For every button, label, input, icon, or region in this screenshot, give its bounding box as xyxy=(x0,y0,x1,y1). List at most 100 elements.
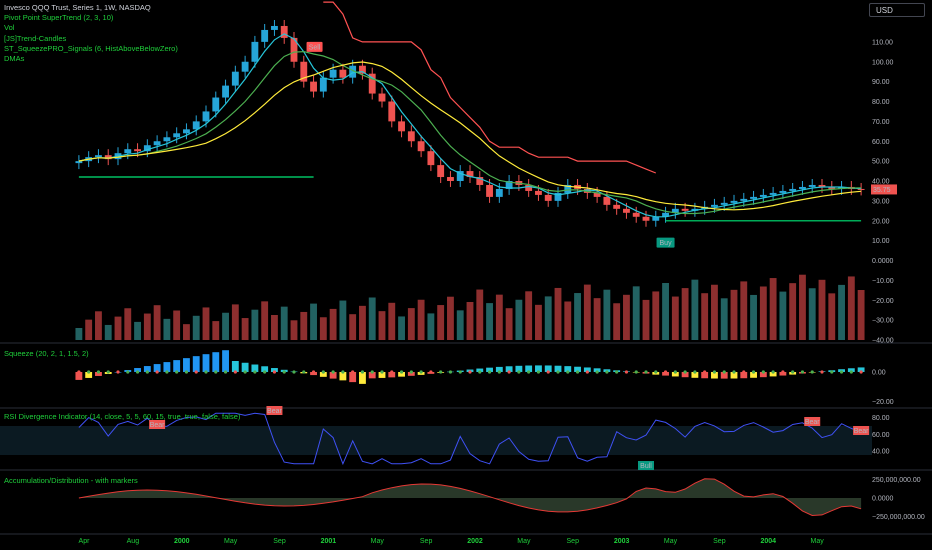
squeeze-bar xyxy=(75,372,83,380)
volume-bar xyxy=(505,308,513,340)
price-tick-label: 30.00 xyxy=(872,198,890,205)
candle-body xyxy=(329,69,337,78)
candle-body xyxy=(271,25,278,30)
squeeze-bar xyxy=(85,372,93,378)
volume-bar xyxy=(818,279,826,340)
rsi-marker-badge xyxy=(853,426,870,435)
volume-bar xyxy=(359,305,366,340)
squeeze-dot xyxy=(439,370,443,374)
squeeze-dot xyxy=(311,370,316,374)
squeeze-pane-label[interactable]: Squeeze (20, 2, 1, 1.5, 2) xyxy=(4,349,89,358)
time-axis-label: Sep xyxy=(567,538,580,545)
squeeze-dot xyxy=(116,370,120,374)
volume-bar xyxy=(730,289,738,340)
squeeze-dot xyxy=(712,370,717,374)
squeeze-dot xyxy=(497,370,501,374)
squeeze-bar xyxy=(691,372,699,378)
candle-body xyxy=(251,41,259,62)
candle-body xyxy=(681,208,689,211)
symbol-title[interactable]: Invesco QQQ Trust, Series 1, 1W, NASDAQ xyxy=(4,3,151,12)
squeeze-dot xyxy=(732,370,736,374)
volume-bar xyxy=(183,324,190,340)
rsi-pane-label[interactable]: RSI Divergence Indicator (14, close, 5, … xyxy=(4,412,241,421)
rsi-marker-label: Bull xyxy=(640,463,652,470)
price-tick-label: 110.00 xyxy=(872,39,893,46)
squeeze-dot xyxy=(243,370,247,374)
indicator-trend-candles[interactable]: [JS]Trend-Candles xyxy=(4,33,67,43)
candle-body xyxy=(134,149,141,152)
squeeze-bar xyxy=(711,372,718,379)
volume-bar xyxy=(114,316,122,340)
candle-body xyxy=(769,192,777,195)
squeeze-bar xyxy=(222,350,229,372)
volume-bar xyxy=(740,281,748,340)
volume-bar xyxy=(456,310,464,340)
squeeze-dot xyxy=(830,370,834,374)
time-axis-label: May xyxy=(224,538,238,545)
squeeze-bar xyxy=(368,372,376,379)
time-axis-label: 2002 xyxy=(467,538,483,545)
candle-body xyxy=(319,77,327,92)
squeeze-bar xyxy=(271,368,278,372)
chart-legend: Invesco QQQ Trust, Series 1, 1W, NASDAQ … xyxy=(4,3,178,64)
volume-bar xyxy=(515,299,523,340)
squeeze-dot xyxy=(302,370,306,374)
volume-bar xyxy=(574,293,581,340)
candle-body xyxy=(828,186,836,189)
squeeze-dot xyxy=(292,370,296,374)
volume-bar xyxy=(310,303,317,340)
price-tick-label: −40.00 xyxy=(872,338,894,345)
volume-bar xyxy=(828,293,836,340)
candle-body xyxy=(349,65,357,78)
candle-body xyxy=(466,171,474,178)
squeeze-dot xyxy=(272,370,277,374)
indicator-supertrend[interactable]: Pivot Point SuperTrend (2, 3, 10) xyxy=(4,13,114,23)
candle-body xyxy=(241,61,249,72)
squeeze-dot xyxy=(223,370,228,374)
volume-bar xyxy=(632,286,640,340)
candle-body xyxy=(261,29,269,42)
squeeze-bar xyxy=(505,366,513,372)
volume-bar xyxy=(642,299,650,340)
indicator-volume[interactable]: Vol xyxy=(4,23,15,33)
ad-pane-label[interactable]: Accumulation/Distribution - with markers xyxy=(4,476,138,485)
rsi-marker-label: Bear xyxy=(805,419,820,426)
time-axis-label: May xyxy=(517,538,531,545)
squeeze-dot xyxy=(429,370,433,374)
volume-bar xyxy=(691,279,699,340)
candle-body xyxy=(603,196,611,205)
squeeze-bar xyxy=(134,368,141,372)
candle-body xyxy=(202,111,210,122)
volume-bar xyxy=(124,308,132,340)
indicator-dmas[interactable]: DMAs xyxy=(4,54,25,64)
volume-bar xyxy=(349,314,357,340)
squeeze-bar xyxy=(143,366,151,372)
time-axis-label: Sep xyxy=(713,538,726,545)
squeeze-dot xyxy=(605,370,609,374)
volume-bar xyxy=(857,290,865,340)
volume-bar xyxy=(759,286,767,340)
squeeze-dot xyxy=(194,370,198,374)
currency-selector[interactable]: USD xyxy=(869,3,925,17)
candle-body xyxy=(183,129,190,134)
volume-bar xyxy=(437,305,445,340)
candle-body xyxy=(808,184,816,187)
squeeze-dot xyxy=(380,370,384,374)
ad-tick-label: 0.0000 xyxy=(872,496,894,503)
time-axis-label: Aug xyxy=(127,538,140,545)
candle-body xyxy=(368,73,376,94)
candle-body xyxy=(799,186,806,189)
candle-body xyxy=(642,216,650,221)
candle-body xyxy=(388,101,396,122)
candle-body xyxy=(192,121,200,130)
volume-bar xyxy=(495,294,503,340)
indicator-squeeze-signals[interactable]: ST_SqueezePRO_Signals (6, HistAboveBelow… xyxy=(4,43,178,53)
squeeze-bar xyxy=(261,366,269,372)
time-axis-label: Apr xyxy=(79,538,91,545)
rsi-tick-label: 80.00 xyxy=(872,415,890,422)
squeeze-dot xyxy=(351,370,355,374)
price-tick-label: 70.00 xyxy=(872,119,890,126)
volume-bar xyxy=(134,321,141,340)
squeeze-bar xyxy=(847,368,855,372)
